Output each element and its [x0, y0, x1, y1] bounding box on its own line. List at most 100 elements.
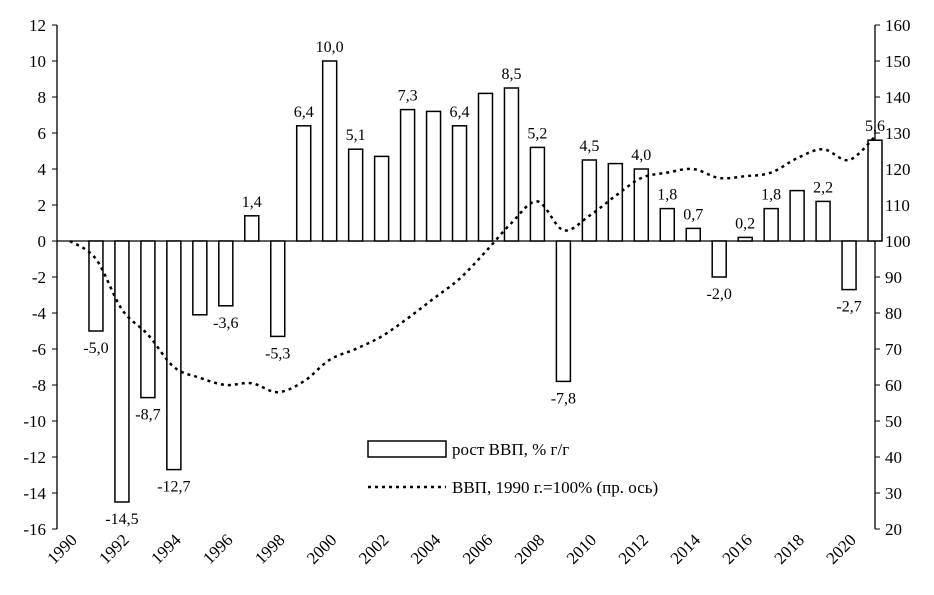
x-tick-label: 2012	[615, 530, 652, 567]
y-tick-label-left: -6	[32, 340, 46, 359]
x-tick-label: 2006	[459, 530, 496, 567]
data-label: -5,3	[265, 345, 290, 362]
bar	[685, 227, 701, 242]
bar	[477, 92, 494, 242]
bar	[503, 87, 520, 242]
data-labels: -5,0 -14,5 -8,7 -12,7 -3,6 1,4 -5,3 6,4 10,0 5,1 7…	[83, 39, 885, 528]
bar	[789, 189, 805, 242]
bar	[114, 240, 130, 503]
bar	[88, 240, 104, 332]
y-tick-label-right: 20	[885, 520, 902, 539]
legend-line-label: ВВП, 1990 г.=100% (пр. ось)	[452, 478, 658, 497]
data-label: -2,0	[707, 286, 732, 303]
x-tick-label: 2014	[667, 530, 705, 568]
bar	[321, 60, 338, 242]
bar	[555, 240, 572, 383]
data-label: -8,7	[135, 407, 160, 424]
bar	[763, 207, 779, 242]
data-label: -12,7	[157, 479, 190, 496]
y-tick-label-right: 130	[885, 124, 911, 143]
data-label: 0,7	[683, 206, 703, 223]
data-label: -5,0	[83, 340, 108, 357]
bar	[451, 125, 468, 242]
gdp-index-line	[69, 135, 876, 394]
bar-series	[88, 60, 883, 503]
data-label: 2,2	[813, 179, 833, 196]
y-tick-label-left: -12	[23, 448, 46, 467]
bar	[659, 207, 676, 242]
x-tick-label: 2004	[407, 530, 445, 568]
data-label: 1,8	[657, 187, 677, 204]
data-label: 8,5	[501, 66, 521, 83]
bar	[269, 240, 286, 338]
data-label: -7,8	[551, 390, 576, 407]
y-tick-label-left: 8	[38, 88, 47, 107]
bar	[737, 236, 753, 242]
data-label: 5,1	[346, 127, 366, 144]
bar	[711, 240, 727, 278]
bar	[581, 159, 598, 242]
data-label: -3,6	[213, 315, 238, 332]
x-tick-label: 1998	[251, 530, 288, 567]
data-label: 1,8	[761, 187, 781, 204]
data-label: 0,2	[735, 215, 755, 232]
bar	[166, 240, 182, 471]
y-tick-label-left: -14	[23, 484, 46, 503]
y-tick-label-right: 120	[885, 160, 911, 179]
bar	[815, 200, 831, 242]
x-tick-label: 2008	[511, 530, 548, 567]
bar	[633, 168, 650, 242]
data-label: 1,4	[242, 194, 262, 211]
legend: рост ВВП, % г/г ВВП, 1990 г.=100% (пр. о…	[367, 440, 658, 497]
y-tick-label-right: 50	[885, 412, 902, 431]
y-tick-label-left: 10	[29, 52, 46, 71]
y-tick-label-right: 160	[885, 16, 911, 35]
x-tick-label: 2002	[355, 530, 392, 567]
legend-bar-label: рост ВВП, % г/г	[452, 440, 569, 459]
data-label: -2,7	[836, 299, 861, 316]
x-tick-label: 2010	[563, 530, 600, 567]
bar	[373, 155, 390, 242]
data-label: 10,0	[316, 39, 344, 56]
data-label: 6,4	[450, 104, 470, 121]
bar	[140, 240, 156, 399]
y-tick-label-right: 80	[885, 304, 902, 323]
y-tick-label-left: 6	[38, 124, 47, 143]
y-tick-label-left: 0	[38, 232, 47, 251]
y-tick-label-left: 12	[29, 16, 46, 35]
bar	[244, 215, 260, 242]
y-tick-label-right: 60	[885, 376, 902, 395]
x-tick-label: 1994	[147, 530, 185, 568]
y-tick-label-right: 100	[885, 232, 911, 251]
x-tick-label: 1996	[199, 530, 236, 567]
bar	[347, 148, 364, 242]
y-tick-label-right: 40	[885, 448, 902, 467]
line-series	[69, 135, 876, 394]
data-label: 4,5	[579, 138, 599, 155]
bar	[425, 110, 442, 242]
bar	[399, 108, 416, 242]
bar	[607, 162, 624, 242]
x-tick-label: 2016	[719, 530, 756, 567]
y-tick-label-left: -4	[32, 304, 47, 323]
data-label: 7,3	[398, 88, 418, 105]
y-tick-label-right: 110	[885, 196, 910, 215]
data-label: -14,5	[105, 511, 138, 528]
y-tick-label-left: 2	[38, 196, 47, 215]
y-tick-label-right: 30	[885, 484, 902, 503]
data-label: 6,4	[294, 104, 314, 121]
bar	[841, 240, 857, 291]
bar	[218, 240, 234, 307]
bar	[867, 139, 883, 242]
bar	[295, 125, 312, 242]
bar	[192, 240, 208, 316]
data-label: 4,0	[631, 147, 651, 164]
y-tick-label-right: 90	[885, 268, 902, 287]
y-tick-label-right: 150	[885, 52, 911, 71]
y-tick-label-left: 4	[38, 160, 47, 179]
x-tick-label: 2000	[303, 530, 340, 567]
y-tick-label-right: 70	[885, 340, 902, 359]
x-tick-label: 2018	[770, 530, 807, 567]
y-tick-label-left: -2	[32, 268, 46, 287]
